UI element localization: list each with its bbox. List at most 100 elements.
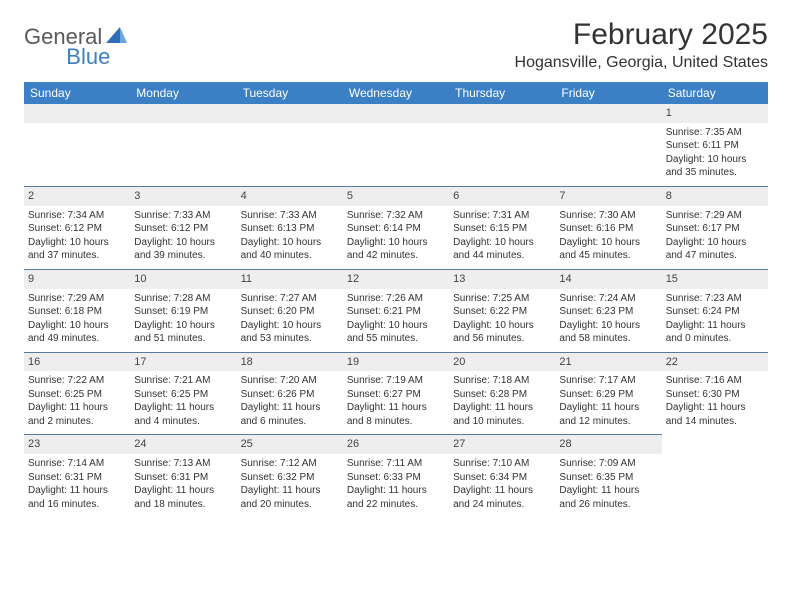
sunset-text: Sunset: 6:17 PM — [666, 222, 764, 236]
sunrise-text: Sunrise: 7:30 AM — [559, 209, 657, 223]
daylight-text: Daylight: 10 hours — [453, 319, 551, 333]
calendar-week-row: 9Sunrise: 7:29 AMSunset: 6:18 PMDaylight… — [24, 269, 768, 352]
calendar-day-cell: 8Sunrise: 7:29 AMSunset: 6:17 PMDaylight… — [662, 186, 768, 269]
day-number — [237, 104, 343, 123]
daylight-text: Daylight: 10 hours — [28, 319, 126, 333]
calendar-week-row: 1Sunrise: 7:35 AMSunset: 6:11 PMDaylight… — [24, 104, 768, 186]
daylight-text: and 37 minutes. — [28, 249, 126, 263]
weekday-header: Saturday — [662, 82, 768, 104]
daylight-text: Daylight: 10 hours — [28, 236, 126, 250]
sunset-text: Sunset: 6:11 PM — [666, 139, 764, 153]
calendar-day-cell: 6Sunrise: 7:31 AMSunset: 6:15 PMDaylight… — [449, 186, 555, 269]
daylight-text: and 55 minutes. — [347, 332, 445, 346]
sunrise-text: Sunrise: 7:16 AM — [666, 374, 764, 388]
daylight-text: Daylight: 11 hours — [347, 401, 445, 415]
calendar-day-cell: 27Sunrise: 7:10 AMSunset: 6:34 PMDayligh… — [449, 435, 555, 517]
calendar-day-cell: 9Sunrise: 7:29 AMSunset: 6:18 PMDaylight… — [24, 269, 130, 352]
location-label: Hogansville, Georgia, United States — [515, 54, 768, 72]
daylight-text: Daylight: 10 hours — [134, 319, 232, 333]
sunset-text: Sunset: 6:12 PM — [134, 222, 232, 236]
calendar-day-cell: 14Sunrise: 7:24 AMSunset: 6:23 PMDayligh… — [555, 269, 661, 352]
sunset-text: Sunset: 6:20 PM — [241, 305, 339, 319]
day-number: 18 — [237, 353, 343, 372]
sunrise-text: Sunrise: 7:28 AM — [134, 292, 232, 306]
calendar-day-cell: 11Sunrise: 7:27 AMSunset: 6:20 PMDayligh… — [237, 269, 343, 352]
day-number: 15 — [662, 270, 768, 289]
day-number — [24, 104, 130, 123]
calendar-day-cell — [449, 104, 555, 186]
title-block: February 2025 Hogansville, Georgia, Unit… — [515, 18, 768, 72]
calendar-day-cell — [343, 104, 449, 186]
sunrise-text: Sunrise: 7:18 AM — [453, 374, 551, 388]
day-number: 13 — [449, 270, 555, 289]
daylight-text: and 2 minutes. — [28, 415, 126, 429]
calendar-day-cell: 20Sunrise: 7:18 AMSunset: 6:28 PMDayligh… — [449, 352, 555, 435]
sunrise-text: Sunrise: 7:35 AM — [666, 126, 764, 140]
daylight-text: Daylight: 11 hours — [453, 401, 551, 415]
daylight-text: Daylight: 10 hours — [347, 236, 445, 250]
calendar-day-cell — [555, 104, 661, 186]
calendar-day-cell: 5Sunrise: 7:32 AMSunset: 6:14 PMDaylight… — [343, 186, 449, 269]
calendar-day-cell: 24Sunrise: 7:13 AMSunset: 6:31 PMDayligh… — [130, 435, 236, 517]
day-number: 10 — [130, 270, 236, 289]
day-number: 19 — [343, 353, 449, 372]
day-number — [555, 104, 661, 123]
sunset-text: Sunset: 6:14 PM — [347, 222, 445, 236]
day-number: 24 — [130, 435, 236, 454]
brand-logo: General Blue — [24, 24, 174, 50]
weekday-header-row: Sunday Monday Tuesday Wednesday Thursday… — [24, 82, 768, 104]
sunrise-text: Sunrise: 7:12 AM — [241, 457, 339, 471]
sunrise-text: Sunrise: 7:11 AM — [347, 457, 445, 471]
sunset-text: Sunset: 6:29 PM — [559, 388, 657, 402]
sunset-text: Sunset: 6:27 PM — [347, 388, 445, 402]
daylight-text: and 8 minutes. — [347, 415, 445, 429]
sunrise-text: Sunrise: 7:31 AM — [453, 209, 551, 223]
calendar-day-cell: 13Sunrise: 7:25 AMSunset: 6:22 PMDayligh… — [449, 269, 555, 352]
sunrise-text: Sunrise: 7:27 AM — [241, 292, 339, 306]
calendar-day-cell: 1Sunrise: 7:35 AMSunset: 6:11 PMDaylight… — [662, 104, 768, 186]
daylight-text: and 6 minutes. — [241, 415, 339, 429]
sunrise-text: Sunrise: 7:21 AM — [134, 374, 232, 388]
daylight-text: Daylight: 11 hours — [134, 484, 232, 498]
weekday-header: Monday — [130, 82, 236, 104]
calendar-day-cell — [662, 435, 768, 517]
calendar-day-cell: 7Sunrise: 7:30 AMSunset: 6:16 PMDaylight… — [555, 186, 661, 269]
daylight-text: and 58 minutes. — [559, 332, 657, 346]
sunrise-text: Sunrise: 7:33 AM — [134, 209, 232, 223]
daylight-text: Daylight: 11 hours — [559, 484, 657, 498]
day-number: 21 — [555, 353, 661, 372]
day-number: 8 — [662, 187, 768, 206]
daylight-text: Daylight: 11 hours — [28, 401, 126, 415]
day-number: 16 — [24, 353, 130, 372]
sunset-text: Sunset: 6:31 PM — [134, 471, 232, 485]
sunset-text: Sunset: 6:15 PM — [453, 222, 551, 236]
daylight-text: and 16 minutes. — [28, 498, 126, 512]
daylight-text: Daylight: 11 hours — [347, 484, 445, 498]
sunrise-text: Sunrise: 7:19 AM — [347, 374, 445, 388]
sunrise-text: Sunrise: 7:17 AM — [559, 374, 657, 388]
sunset-text: Sunset: 6:35 PM — [559, 471, 657, 485]
sunset-text: Sunset: 6:24 PM — [666, 305, 764, 319]
weekday-header: Tuesday — [237, 82, 343, 104]
calendar-day-cell: 4Sunrise: 7:33 AMSunset: 6:13 PMDaylight… — [237, 186, 343, 269]
calendar-day-cell: 28Sunrise: 7:09 AMSunset: 6:35 PMDayligh… — [555, 435, 661, 517]
sunrise-text: Sunrise: 7:29 AM — [666, 209, 764, 223]
daylight-text: and 47 minutes. — [666, 249, 764, 263]
sunset-text: Sunset: 6:19 PM — [134, 305, 232, 319]
day-number: 28 — [555, 435, 661, 454]
sunset-text: Sunset: 6:22 PM — [453, 305, 551, 319]
brand-part2: Blue — [66, 44, 110, 70]
daylight-text: Daylight: 11 hours — [666, 319, 764, 333]
daylight-text: Daylight: 10 hours — [241, 319, 339, 333]
calendar-day-cell: 15Sunrise: 7:23 AMSunset: 6:24 PMDayligh… — [662, 269, 768, 352]
daylight-text: and 20 minutes. — [241, 498, 339, 512]
sunset-text: Sunset: 6:13 PM — [241, 222, 339, 236]
daylight-text: Daylight: 10 hours — [559, 236, 657, 250]
calendar-day-cell: 10 Sunrise: 7:28 AMSunset: 6:19 PMDayligh… — [130, 269, 236, 352]
sunrise-text: Sunrise: 7:22 AM — [28, 374, 126, 388]
daylight-text: and 0 minutes. — [666, 332, 764, 346]
daylight-text: Daylight: 11 hours — [241, 401, 339, 415]
daylight-text: Daylight: 10 hours — [241, 236, 339, 250]
day-number: 12 — [343, 270, 449, 289]
calendar-day-cell — [24, 104, 130, 186]
